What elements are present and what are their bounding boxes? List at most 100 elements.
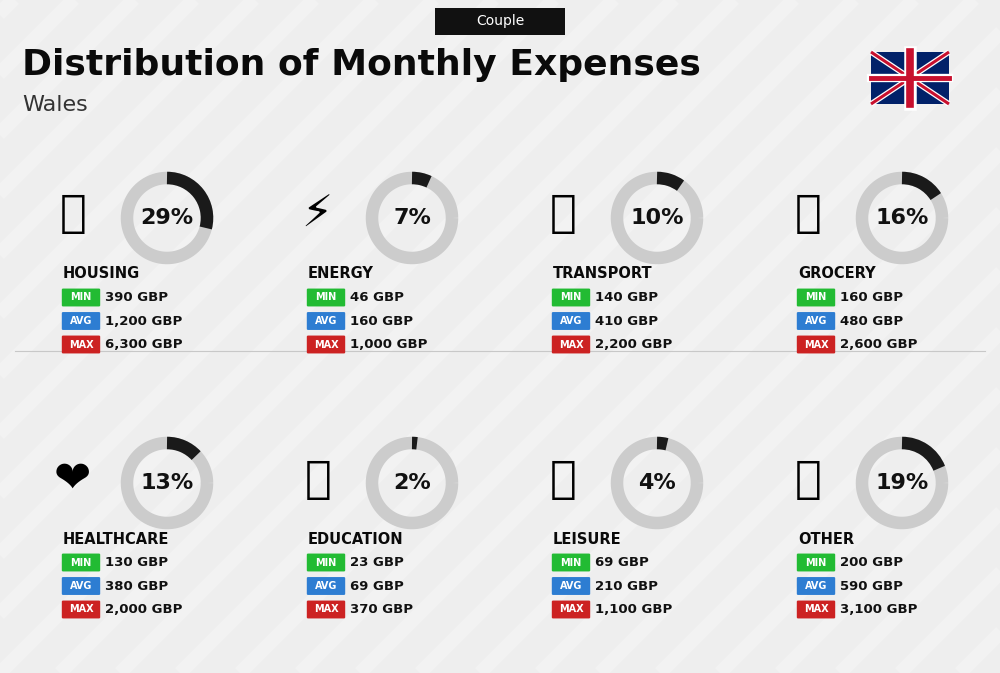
Text: 16%: 16% [875, 208, 929, 228]
Text: 29%: 29% [140, 208, 194, 228]
Text: 🛒: 🛒 [795, 192, 821, 236]
Text: 380 GBP: 380 GBP [105, 579, 168, 592]
Text: 160 GBP: 160 GBP [840, 291, 903, 304]
Text: EDUCATION: EDUCATION [308, 532, 404, 546]
Text: 2,200 GBP: 2,200 GBP [595, 338, 672, 351]
FancyBboxPatch shape [552, 312, 590, 330]
Text: 👜: 👜 [795, 458, 821, 501]
Text: 🏛️: 🏛️ [60, 192, 86, 236]
Text: 23 GBP: 23 GBP [350, 556, 404, 569]
Text: MIN: MIN [315, 557, 337, 567]
Text: HOUSING: HOUSING [63, 267, 140, 281]
Text: MIN: MIN [70, 293, 92, 302]
Text: MIN: MIN [560, 557, 582, 567]
Text: 1,000 GBP: 1,000 GBP [350, 338, 427, 351]
FancyBboxPatch shape [552, 554, 590, 571]
FancyBboxPatch shape [552, 600, 590, 618]
Text: 69 GBP: 69 GBP [595, 556, 649, 569]
Text: 410 GBP: 410 GBP [595, 314, 658, 328]
Text: 19%: 19% [875, 473, 929, 493]
Text: 46 GBP: 46 GBP [350, 291, 404, 304]
Text: TRANSPORT: TRANSPORT [553, 267, 653, 281]
FancyBboxPatch shape [62, 336, 100, 353]
FancyBboxPatch shape [797, 336, 835, 353]
Text: AVG: AVG [315, 581, 337, 591]
Text: MIN: MIN [70, 557, 92, 567]
Text: 480 GBP: 480 GBP [840, 314, 903, 328]
Text: 69 GBP: 69 GBP [350, 579, 404, 592]
FancyBboxPatch shape [62, 600, 100, 618]
Text: 1,100 GBP: 1,100 GBP [595, 603, 672, 616]
Text: 7%: 7% [393, 208, 431, 228]
FancyBboxPatch shape [307, 600, 345, 618]
Text: 3,100 GBP: 3,100 GBP [840, 603, 917, 616]
Text: 390 GBP: 390 GBP [105, 291, 168, 304]
FancyBboxPatch shape [62, 289, 100, 306]
Text: AVG: AVG [805, 316, 827, 326]
Text: 6,300 GBP: 6,300 GBP [105, 338, 182, 351]
Text: 140 GBP: 140 GBP [595, 291, 658, 304]
FancyBboxPatch shape [62, 554, 100, 571]
Text: 🎓: 🎓 [305, 458, 331, 501]
FancyBboxPatch shape [62, 312, 100, 330]
FancyBboxPatch shape [797, 554, 835, 571]
Text: ENERGY: ENERGY [308, 267, 374, 281]
FancyBboxPatch shape [552, 577, 590, 595]
Text: AVG: AVG [70, 581, 92, 591]
FancyBboxPatch shape [307, 289, 345, 306]
Text: MIN: MIN [805, 557, 827, 567]
FancyBboxPatch shape [435, 7, 565, 34]
Text: MIN: MIN [315, 293, 337, 302]
FancyBboxPatch shape [797, 577, 835, 595]
Text: MAX: MAX [69, 339, 93, 349]
Text: 590 GBP: 590 GBP [840, 579, 903, 592]
Text: 160 GBP: 160 GBP [350, 314, 413, 328]
Text: AVG: AVG [560, 581, 582, 591]
Text: MIN: MIN [805, 293, 827, 302]
FancyBboxPatch shape [552, 336, 590, 353]
FancyBboxPatch shape [62, 577, 100, 595]
FancyBboxPatch shape [797, 312, 835, 330]
FancyBboxPatch shape [307, 577, 345, 595]
Text: 200 GBP: 200 GBP [840, 556, 903, 569]
Text: ⚡️: ⚡️ [302, 192, 334, 236]
Text: MAX: MAX [559, 339, 583, 349]
Text: MIN: MIN [560, 293, 582, 302]
Text: MAX: MAX [804, 339, 828, 349]
FancyBboxPatch shape [307, 554, 345, 571]
Text: 🛍️: 🛍️ [550, 458, 576, 501]
Text: AVG: AVG [70, 316, 92, 326]
Text: 210 GBP: 210 GBP [595, 579, 658, 592]
Text: 10%: 10% [630, 208, 684, 228]
FancyBboxPatch shape [307, 336, 345, 353]
FancyBboxPatch shape [797, 289, 835, 306]
Text: AVG: AVG [805, 581, 827, 591]
Text: 13%: 13% [140, 473, 194, 493]
Text: MAX: MAX [804, 604, 828, 614]
Text: 2,000 GBP: 2,000 GBP [105, 603, 182, 616]
FancyBboxPatch shape [797, 600, 835, 618]
Text: 370 GBP: 370 GBP [350, 603, 413, 616]
Text: 130 GBP: 130 GBP [105, 556, 168, 569]
Text: ❤️: ❤️ [54, 458, 92, 501]
Text: AVG: AVG [315, 316, 337, 326]
Text: HEALTHCARE: HEALTHCARE [63, 532, 169, 546]
Text: GROCERY: GROCERY [798, 267, 876, 281]
FancyBboxPatch shape [307, 312, 345, 330]
Text: Distribution of Monthly Expenses: Distribution of Monthly Expenses [22, 48, 701, 82]
Text: 2%: 2% [393, 473, 431, 493]
Text: 1,200 GBP: 1,200 GBP [105, 314, 182, 328]
Text: MAX: MAX [69, 604, 93, 614]
FancyBboxPatch shape [552, 289, 590, 306]
Text: AVG: AVG [560, 316, 582, 326]
Text: MAX: MAX [314, 604, 338, 614]
Text: OTHER: OTHER [798, 532, 854, 546]
Text: Wales: Wales [22, 95, 88, 115]
Text: MAX: MAX [559, 604, 583, 614]
Text: Couple: Couple [476, 14, 524, 28]
Text: 2,600 GBP: 2,600 GBP [840, 338, 917, 351]
Text: 🚌: 🚌 [550, 192, 576, 236]
Text: MAX: MAX [314, 339, 338, 349]
Text: 4%: 4% [638, 473, 676, 493]
Text: LEISURE: LEISURE [553, 532, 622, 546]
